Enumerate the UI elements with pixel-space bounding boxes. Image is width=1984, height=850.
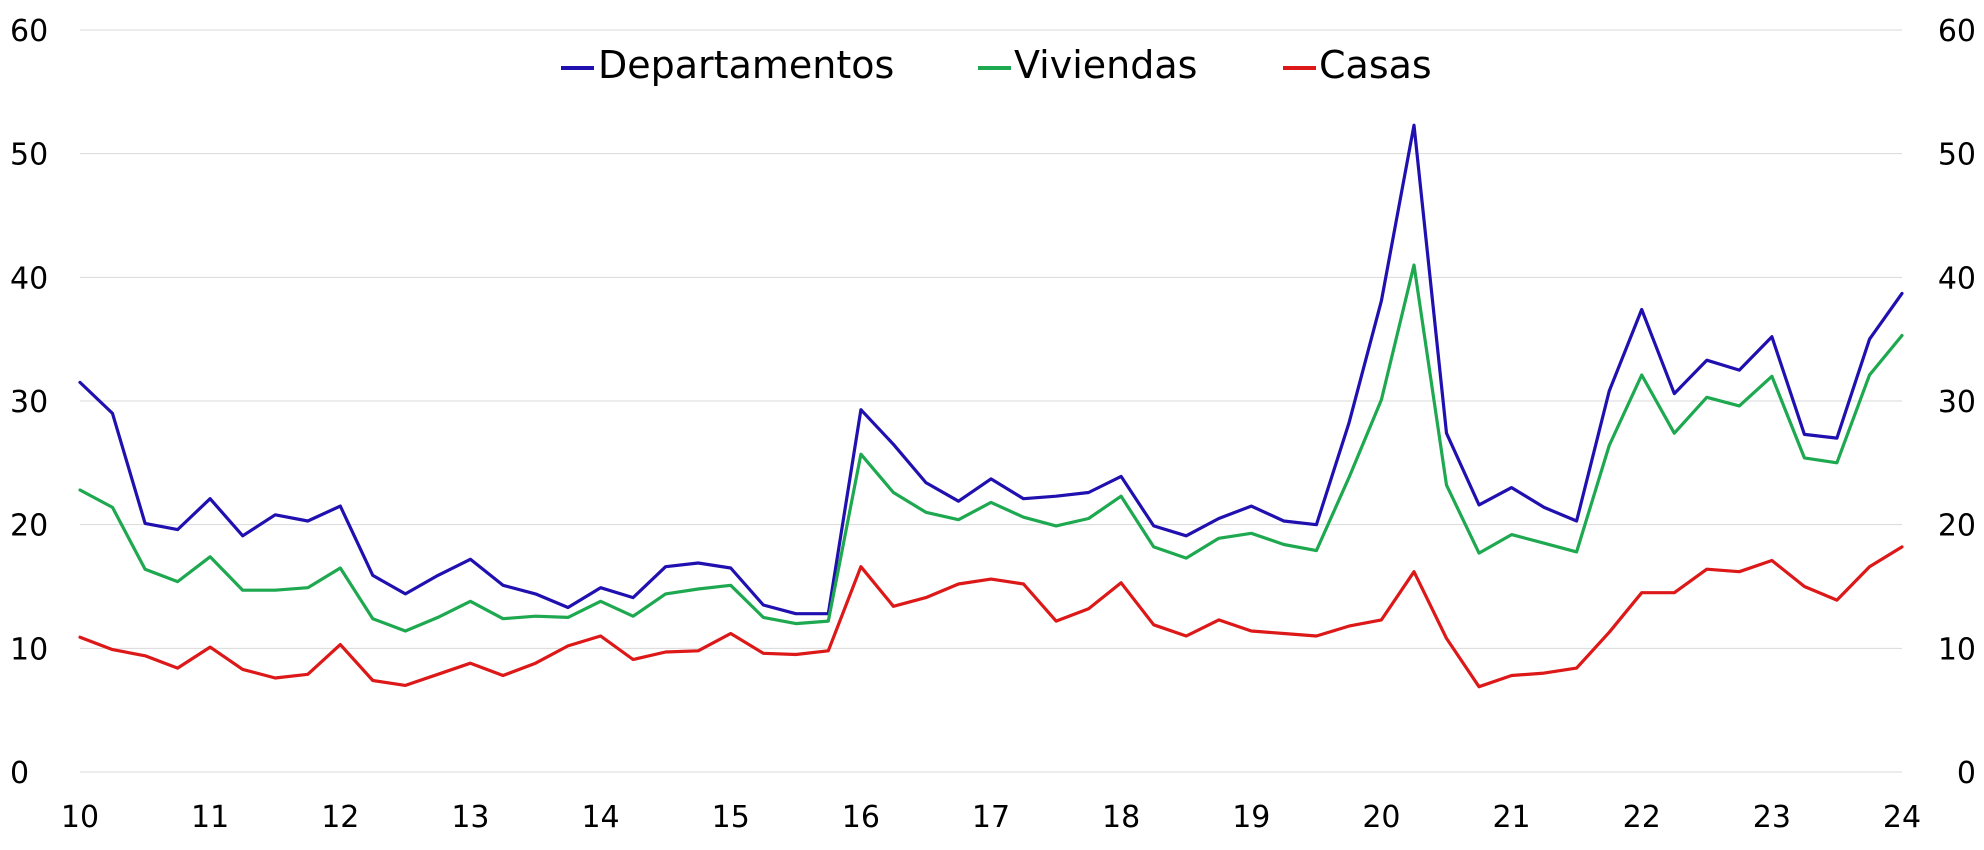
series-line-departamentos: [78, 123, 1904, 616]
x-tick-label: 24: [1883, 800, 1921, 835]
x-tick-label: 19: [1232, 800, 1270, 835]
x-tick-label: 10: [61, 800, 99, 835]
y-tick-left: 10: [10, 632, 48, 667]
y-axis-right: 0 10 20 30 40 50 60: [1938, 14, 1976, 791]
x-tick-label: 16: [842, 800, 880, 835]
series-lines: [78, 123, 1904, 689]
legend: Departamentos Viviendas Casas: [561, 43, 1432, 87]
y-tick-left: 50: [10, 138, 48, 173]
x-tick-label: 21: [1492, 800, 1530, 835]
y-tick-right: 20: [1938, 509, 1976, 544]
y-tick-left: 20: [10, 509, 48, 544]
x-tick-label: 12: [321, 800, 359, 835]
series-line-viviendas: [78, 263, 1904, 633]
x-axis: 10 11 12 13 14 15 16 17 18 19 20 21 22 23 24: [61, 800, 1921, 835]
x-tick-label: 14: [581, 800, 619, 835]
gridlines: [80, 29, 1902, 773]
y-tick-right: 30: [1938, 385, 1976, 420]
x-tick-label: 15: [712, 800, 750, 835]
y-tick-left: 40: [10, 261, 48, 296]
y-tick-left: 60: [10, 14, 48, 49]
legend-label-viviendas: Viviendas: [1014, 43, 1197, 87]
y-tick-right: 60: [1938, 14, 1976, 49]
y-tick-right: 0: [1957, 756, 1976, 791]
series-line-casas: [78, 545, 1904, 689]
y-tick-right: 10: [1938, 632, 1976, 667]
y-axis-left: 0 10 20 30 40 50 60: [10, 14, 48, 791]
y-tick-left: 30: [10, 385, 48, 420]
legend-label-casas: Casas: [1319, 43, 1432, 87]
x-tick-label: 11: [191, 800, 229, 835]
x-tick-label: 20: [1362, 800, 1400, 835]
x-tick-label: 13: [451, 800, 489, 835]
x-tick-label: 17: [972, 800, 1010, 835]
y-tick-left: 0: [10, 756, 29, 791]
x-tick-label: 23: [1753, 800, 1791, 835]
x-tick-label: 22: [1623, 800, 1661, 835]
legend-label-departamentos: Departamentos: [598, 43, 894, 87]
x-tick-label: 18: [1102, 800, 1140, 835]
y-tick-right: 50: [1938, 138, 1976, 173]
y-tick-right: 40: [1938, 261, 1976, 296]
